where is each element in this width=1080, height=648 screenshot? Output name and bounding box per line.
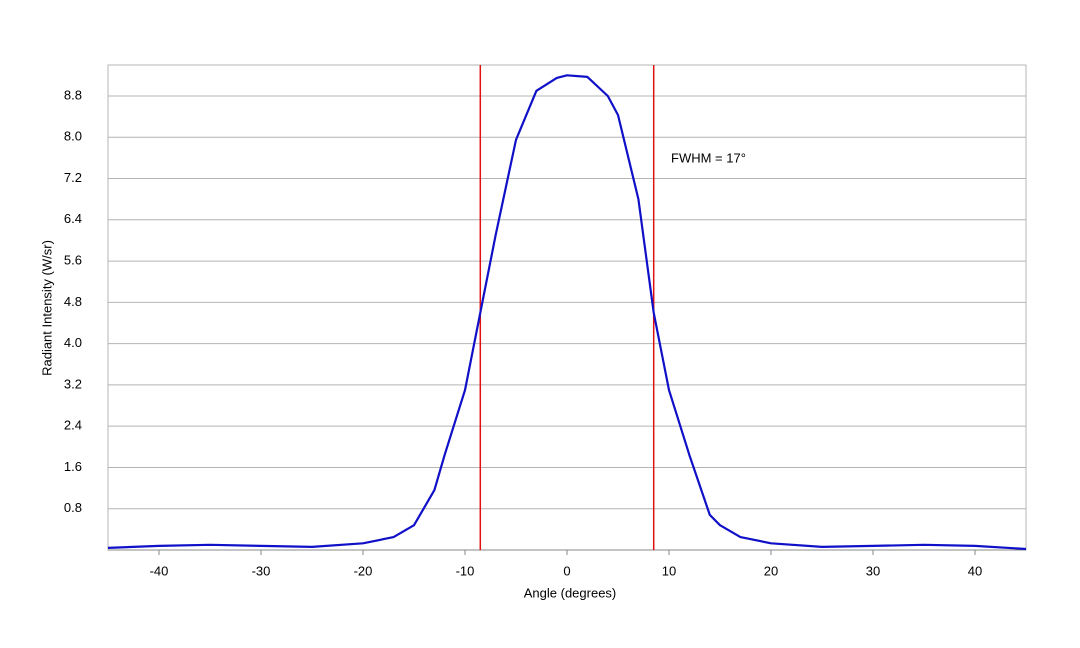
x-tick-label: 20 xyxy=(764,563,778,578)
y-tick-label: 7.2 xyxy=(64,170,82,185)
data-line xyxy=(107,74,1027,551)
x-axis-label: Angle (degrees) xyxy=(524,585,617,600)
y-tick-label: 4.8 xyxy=(64,294,82,309)
y-tick-label: 2.4 xyxy=(64,418,82,433)
y-tick-label: 0.8 xyxy=(64,500,82,515)
x-tick-label: -10 xyxy=(456,563,475,578)
y-tick-label: 8.0 xyxy=(64,129,82,144)
x-tick-label: 30 xyxy=(866,563,880,578)
y-tick-label: 4.0 xyxy=(64,335,82,350)
x-tick-label: 10 xyxy=(662,563,676,578)
x-tick-label: -40 xyxy=(150,563,169,578)
annotation: FWHM = 17° xyxy=(671,150,746,165)
x-tick-label: 0 xyxy=(563,563,570,578)
y-tick-label: 1.6 xyxy=(64,459,82,474)
y-tick-label: 6.4 xyxy=(64,211,82,226)
plot-border xyxy=(107,64,1027,551)
x-tick-label: -30 xyxy=(252,563,271,578)
y-tick-label: 3.2 xyxy=(64,376,82,391)
y-tick-label: 5.6 xyxy=(64,253,82,268)
x-tick-label: -20 xyxy=(354,563,373,578)
y-axis-label: Radiant Intensity (W/sr) xyxy=(39,240,54,376)
y-tick-label: 8.8 xyxy=(64,87,82,102)
x-tick-label: 40 xyxy=(968,563,982,578)
